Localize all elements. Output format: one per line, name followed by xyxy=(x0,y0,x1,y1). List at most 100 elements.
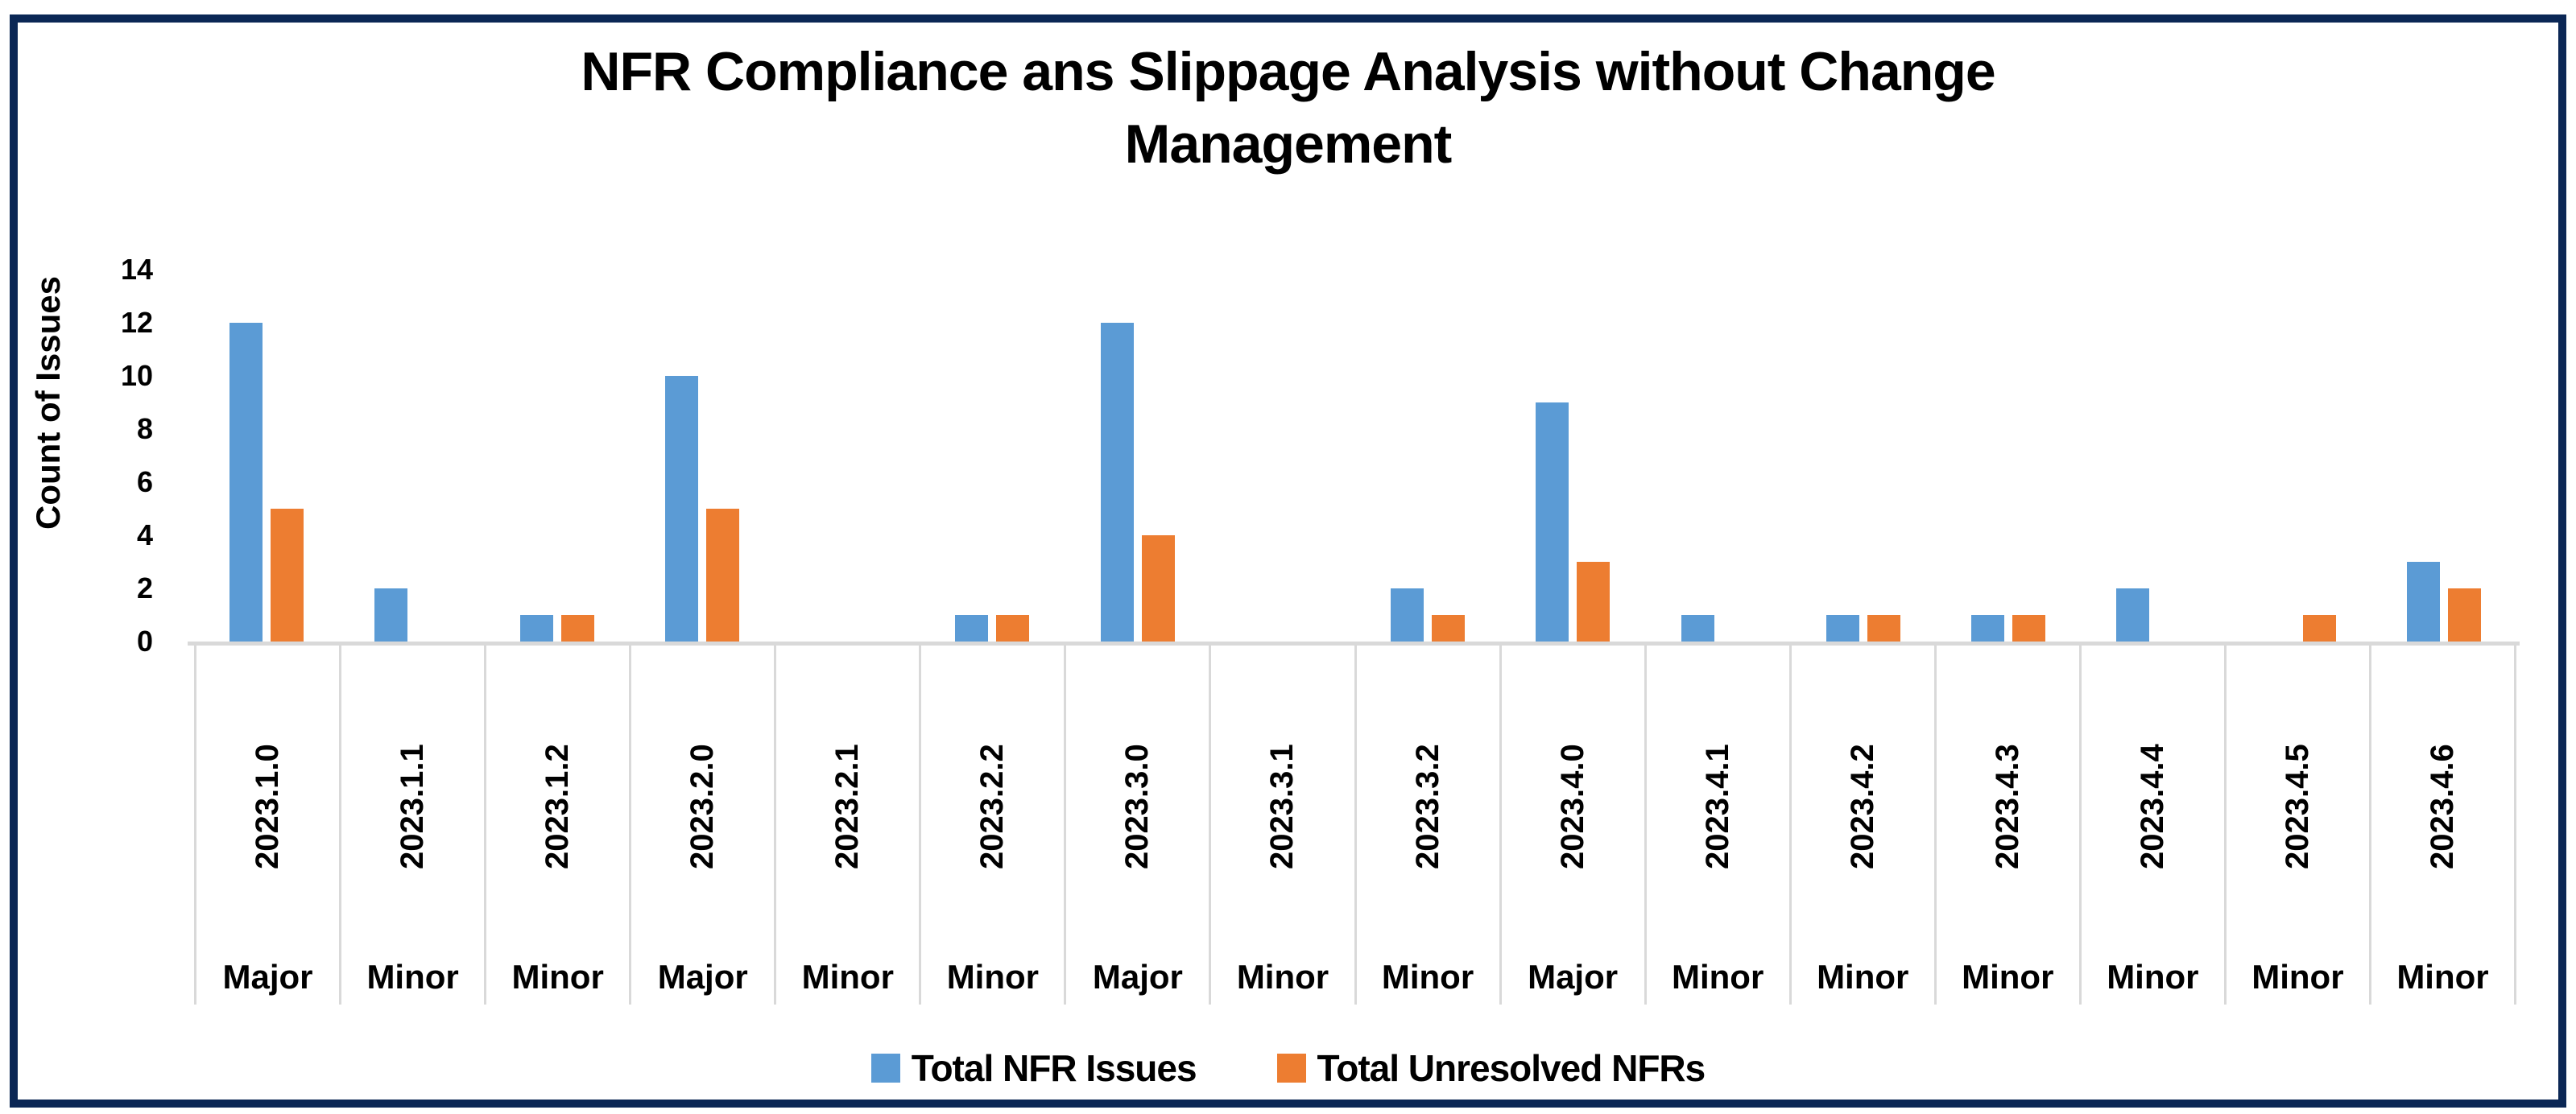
category-type-label: Minor xyxy=(1236,958,1329,996)
y-axis-ticks: 0 2 4 6 8 10 12 14 xyxy=(50,254,153,658)
legend-item: Total Unresolved NFRs xyxy=(1276,1046,1706,1090)
y-tick-label: 4 xyxy=(136,518,153,551)
legend-swatch xyxy=(870,1054,900,1083)
category-cell-2023.4.2: 2023.4.2 Minor xyxy=(1792,646,1937,1005)
plot-column-2023.3.0 xyxy=(1065,270,1210,642)
bar-total-nfr-issues xyxy=(374,588,408,642)
chart-title: NFR Compliance ans Slippage Analysis wit… xyxy=(18,35,2558,180)
bar-total-unresolved-nfrs xyxy=(271,509,304,642)
bar-total-nfr-issues xyxy=(519,615,553,642)
bar-total-unresolved-nfrs xyxy=(2447,588,2481,642)
plot-area xyxy=(194,270,2516,642)
category-type-label: Major xyxy=(222,958,313,996)
legend-label: Total Unresolved NFRs xyxy=(1317,1047,1706,1089)
category-type-label: Minor xyxy=(1381,958,1474,996)
plot-column-2023.2.2 xyxy=(920,270,1065,642)
plot-column-2023.4.0 xyxy=(1500,270,1645,642)
category-type-label: Minor xyxy=(1962,958,2054,996)
bar-total-nfr-issues xyxy=(2116,588,2150,642)
bar-total-unresolved-nfrs xyxy=(1432,615,1466,642)
bar-total-nfr-issues xyxy=(1536,402,1569,642)
category-version-label: 2023.4.0 xyxy=(1554,744,1590,869)
category-version-label: 2023.4.6 xyxy=(2424,744,2460,869)
bar-total-unresolved-nfrs xyxy=(2012,615,2046,642)
plot-column-2023.3.1 xyxy=(1210,270,1355,642)
chart-title-line1: NFR Compliance ans Slippage Analysis wit… xyxy=(581,41,1995,102)
category-type-label: Minor xyxy=(1672,958,1764,996)
category-version-label: 2023.3.1 xyxy=(1264,744,1300,869)
category-type-label: Minor xyxy=(801,958,894,996)
bar-total-nfr-issues xyxy=(1681,615,1714,642)
category-version-label: 2023.3.0 xyxy=(1119,744,1156,869)
category-type-label: Minor xyxy=(946,958,1039,996)
bar-total-nfr-issues xyxy=(1826,615,1859,642)
category-cell-2023.4.5: 2023.4.5 Minor xyxy=(2227,646,2371,1005)
category-version-label: 2023.4.4 xyxy=(2134,744,2170,869)
category-cell-2023.4.3: 2023.4.3 Minor xyxy=(1937,646,2082,1005)
category-type-label: Major xyxy=(657,958,748,996)
category-version-label: 2023.2.1 xyxy=(829,744,866,869)
plot-column-2023.4.5 xyxy=(2227,270,2371,642)
bar-total-unresolved-nfrs xyxy=(560,615,594,642)
chart-frame: NFR Compliance ans Slippage Analysis wit… xyxy=(10,14,2566,1108)
category-cell-2023.3.0: 2023.3.0 Major xyxy=(1066,646,1212,1005)
category-cell-2023.1.0: 2023.1.0 Major xyxy=(194,646,342,1005)
category-cell-2023.1.2: 2023.1.2 Minor xyxy=(486,646,632,1005)
category-cell-2023.2.2: 2023.2.2 Minor xyxy=(921,646,1067,1005)
plot-column-2023.4.6 xyxy=(2371,270,2516,642)
bar-total-unresolved-nfrs xyxy=(1577,562,1611,642)
plot-column-2023.4.4 xyxy=(2081,270,2226,642)
bar-total-nfr-issues xyxy=(1971,615,2005,642)
category-version-label: 2023.1.2 xyxy=(540,744,576,869)
y-tick-label: 14 xyxy=(120,253,153,286)
category-cell-2023.2.0: 2023.2.0 Major xyxy=(631,646,777,1005)
y-tick-label: 12 xyxy=(120,306,153,339)
legend-item: Total NFR Issues xyxy=(870,1046,1197,1090)
bar-total-nfr-issues xyxy=(1391,588,1424,642)
y-tick-label: 2 xyxy=(136,571,153,604)
category-cell-2023.3.2: 2023.3.2 Minor xyxy=(1357,646,1502,1005)
plot-column-2023.4.1 xyxy=(1646,270,1791,642)
legend-swatch xyxy=(1276,1054,1306,1083)
x-axis-labels: 2023.1.0 Major 2023.1.1 Minor 2023.1.2 Minor 2… xyxy=(194,646,2516,1005)
category-version-label: 2023.4.2 xyxy=(1844,744,1880,869)
category-type-label: Minor xyxy=(366,958,459,996)
y-tick-label: 0 xyxy=(136,625,153,658)
bar-total-nfr-issues xyxy=(229,323,263,642)
bar-total-unresolved-nfrs xyxy=(1867,615,1900,642)
chart-title-line2: Management xyxy=(1124,113,1453,175)
legend-label: Total NFR Issues xyxy=(911,1047,1197,1089)
category-version-label: 2023.4.1 xyxy=(1699,744,1735,869)
y-tick-label: 10 xyxy=(120,359,153,392)
category-cell-2023.3.1: 2023.3.1 Minor xyxy=(1211,646,1357,1005)
category-type-label: Minor xyxy=(2107,958,2199,996)
category-version-label: 2023.1.0 xyxy=(250,744,286,869)
category-version-label: 2023.3.2 xyxy=(1409,744,1445,869)
category-type-label: Major xyxy=(1092,958,1183,996)
plot-column-2023.4.2 xyxy=(1791,270,1936,642)
bar-total-nfr-issues xyxy=(955,615,989,642)
category-cell-2023.2.1: 2023.2.1 Minor xyxy=(776,646,922,1005)
x-axis-line xyxy=(188,642,2520,646)
category-version-label: 2023.4.5 xyxy=(2279,744,2315,869)
category-type-label: Major xyxy=(1528,958,1619,996)
category-type-label: Minor xyxy=(2396,958,2489,996)
category-cell-2023.4.0: 2023.4.0 Major xyxy=(1502,646,1647,1005)
category-cell-2023.4.1: 2023.4.1 Minor xyxy=(1647,646,1792,1005)
plot-column-2023.1.2 xyxy=(485,270,630,642)
legend: Total NFR Issues Total Unresolved NFRs xyxy=(18,1046,2558,1090)
category-cell-2023.4.6: 2023.4.6 Minor xyxy=(2371,646,2516,1005)
category-version-label: 2023.4.3 xyxy=(1989,744,2025,869)
bar-total-unresolved-nfrs xyxy=(996,615,1030,642)
bar-total-unresolved-nfrs xyxy=(2302,615,2336,642)
category-version-label: 2023.1.1 xyxy=(395,744,431,869)
bar-total-unresolved-nfrs xyxy=(705,509,739,642)
plot-column-2023.1.0 xyxy=(194,270,339,642)
bar-total-unresolved-nfrs xyxy=(1141,535,1175,642)
category-cell-2023.4.4: 2023.4.4 Minor xyxy=(2082,646,2227,1005)
category-version-label: 2023.2.2 xyxy=(974,744,1011,869)
bar-total-nfr-issues xyxy=(2406,562,2440,642)
category-type-label: Minor xyxy=(1817,958,1909,996)
category-cell-2023.1.1: 2023.1.1 Minor xyxy=(341,646,487,1005)
plot-column-2023.2.1 xyxy=(775,270,920,642)
